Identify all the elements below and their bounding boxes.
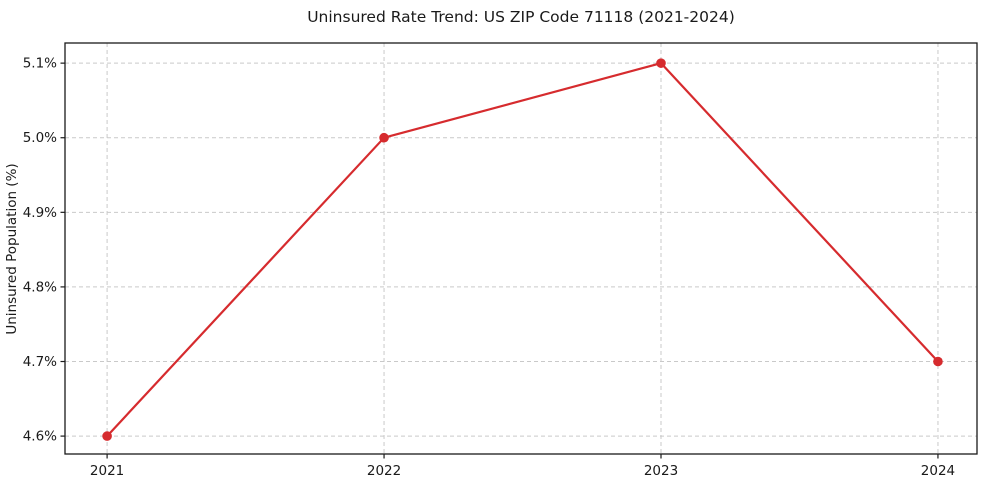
y-tick-label: 4.7% — [23, 354, 57, 370]
data-point-marker — [102, 431, 112, 441]
y-tick-label: 4.6% — [23, 429, 57, 445]
data-point-marker — [656, 58, 666, 68]
x-tick-label: 2023 — [644, 463, 678, 479]
axis-ticks: 4.6% 4.7% 4.8% 4.9% 5.0% 5.1% 2021 2022 2023 2024 — [23, 56, 955, 479]
y-tick-label: 4.9% — [23, 205, 57, 221]
data-point-marker — [379, 132, 389, 143]
chart-title: Uninsured Rate Trend: US ZIP Code 71118 … — [307, 8, 735, 26]
y-axis-label: Uninsured Population (%) — [4, 163, 20, 334]
data-point-marker — [933, 356, 943, 367]
x-tick-label: 2021 — [90, 463, 124, 479]
y-tick-label: 4.8% — [23, 279, 57, 295]
x-tick-label: 2022 — [367, 463, 401, 479]
gridlines — [65, 43, 977, 454]
y-tick-label: 5.0% — [23, 130, 57, 146]
x-tick-label: 2024 — [921, 463, 955, 479]
trend-line — [105, 62, 940, 438]
y-tick-label: 5.1% — [23, 56, 57, 72]
plot-border — [64, 42, 978, 455]
data-series — [102, 58, 943, 441]
